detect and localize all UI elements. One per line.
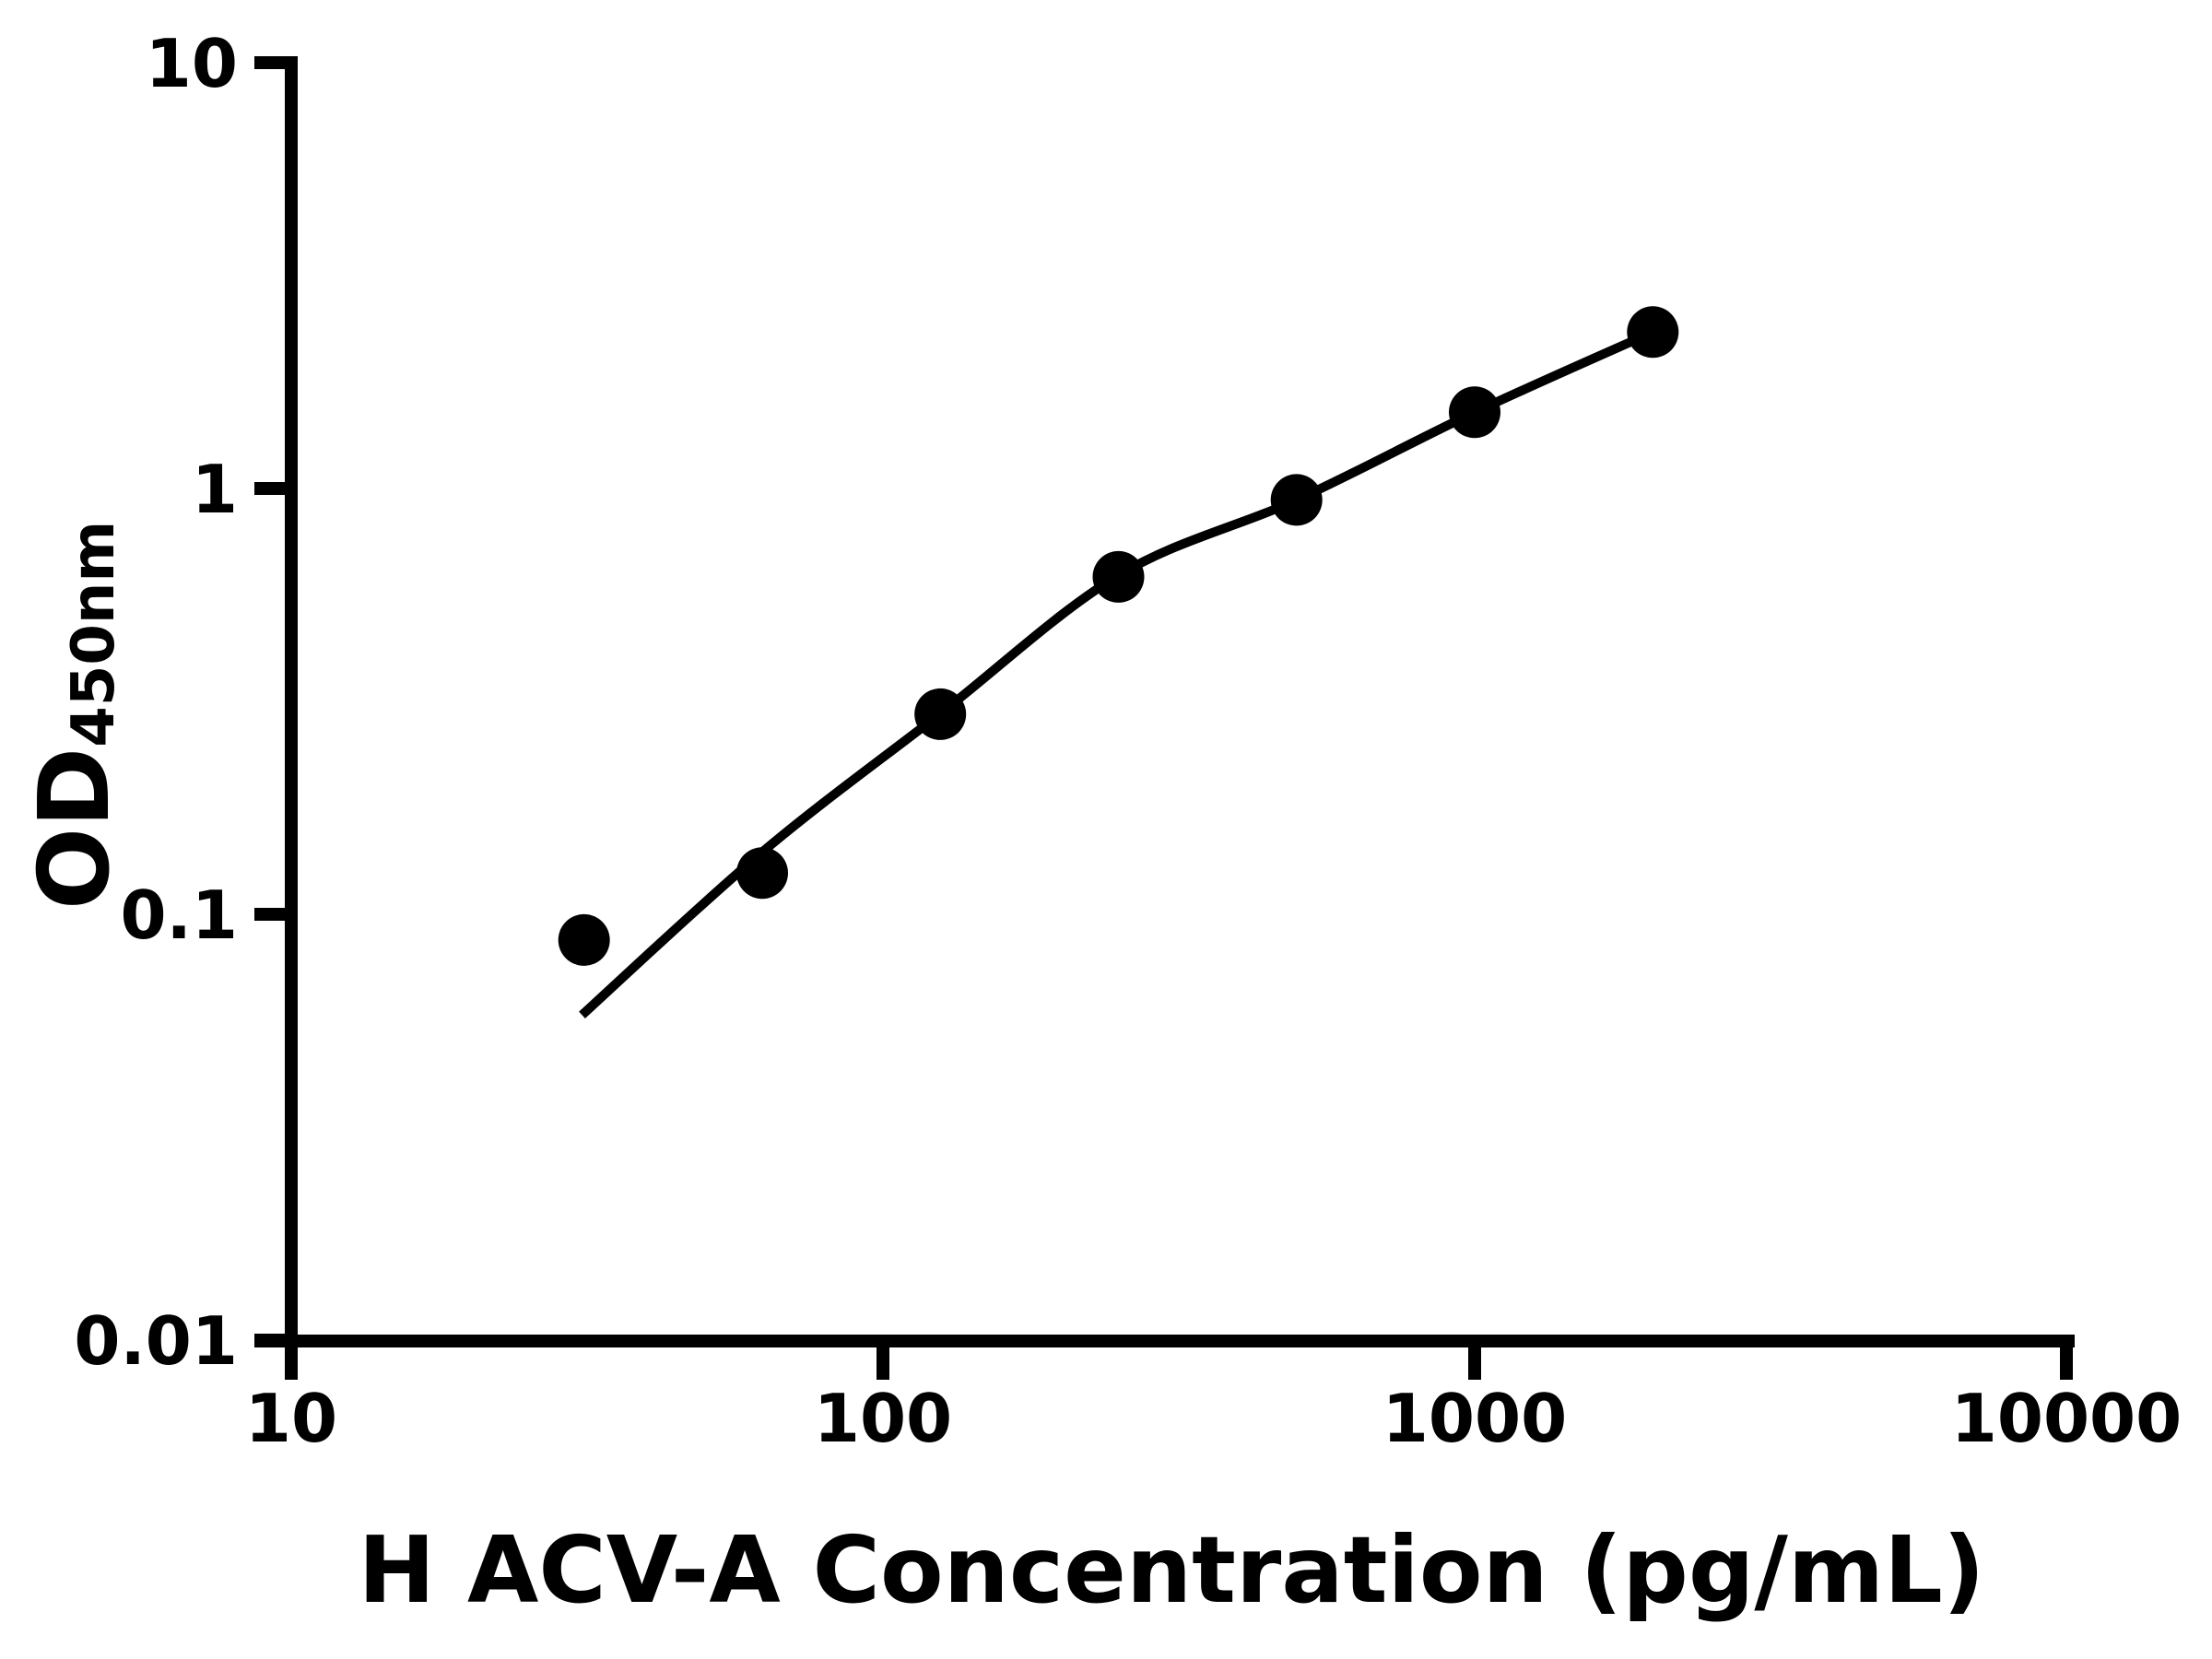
x-axis-title: H ACV-A Concentration (pg/mL) — [358, 1516, 1984, 1624]
standard-curve-fit-line — [579, 327, 1655, 1019]
data-point-marker — [1270, 474, 1323, 526]
data-point-marker — [1449, 386, 1500, 439]
fit-curve-layer — [579, 327, 1655, 1019]
data-point-marker — [558, 913, 610, 966]
x-tick-label: 100 — [814, 1380, 952, 1457]
x-tick-label: 10000 — [1951, 1380, 2183, 1457]
y-axis-title-main: OD — [18, 747, 131, 910]
data-point-marker — [914, 688, 967, 740]
x-tick-label: 10 — [245, 1380, 337, 1457]
data-points-layer — [558, 306, 1679, 966]
y-tick-label: 0.01 — [74, 1302, 238, 1380]
y-axis-title: OD450nm — [18, 521, 131, 910]
data-point-marker — [1092, 550, 1145, 603]
data-point-marker — [736, 847, 788, 900]
y-tick-label: 0.1 — [120, 877, 238, 954]
y-tick-label: 1 — [192, 451, 238, 528]
data-point-marker — [1627, 306, 1679, 359]
y-tick-label: 10 — [146, 25, 238, 102]
y-axis-title-sub: 450nm — [60, 521, 128, 747]
x-tick-label: 1000 — [1382, 1380, 1567, 1457]
